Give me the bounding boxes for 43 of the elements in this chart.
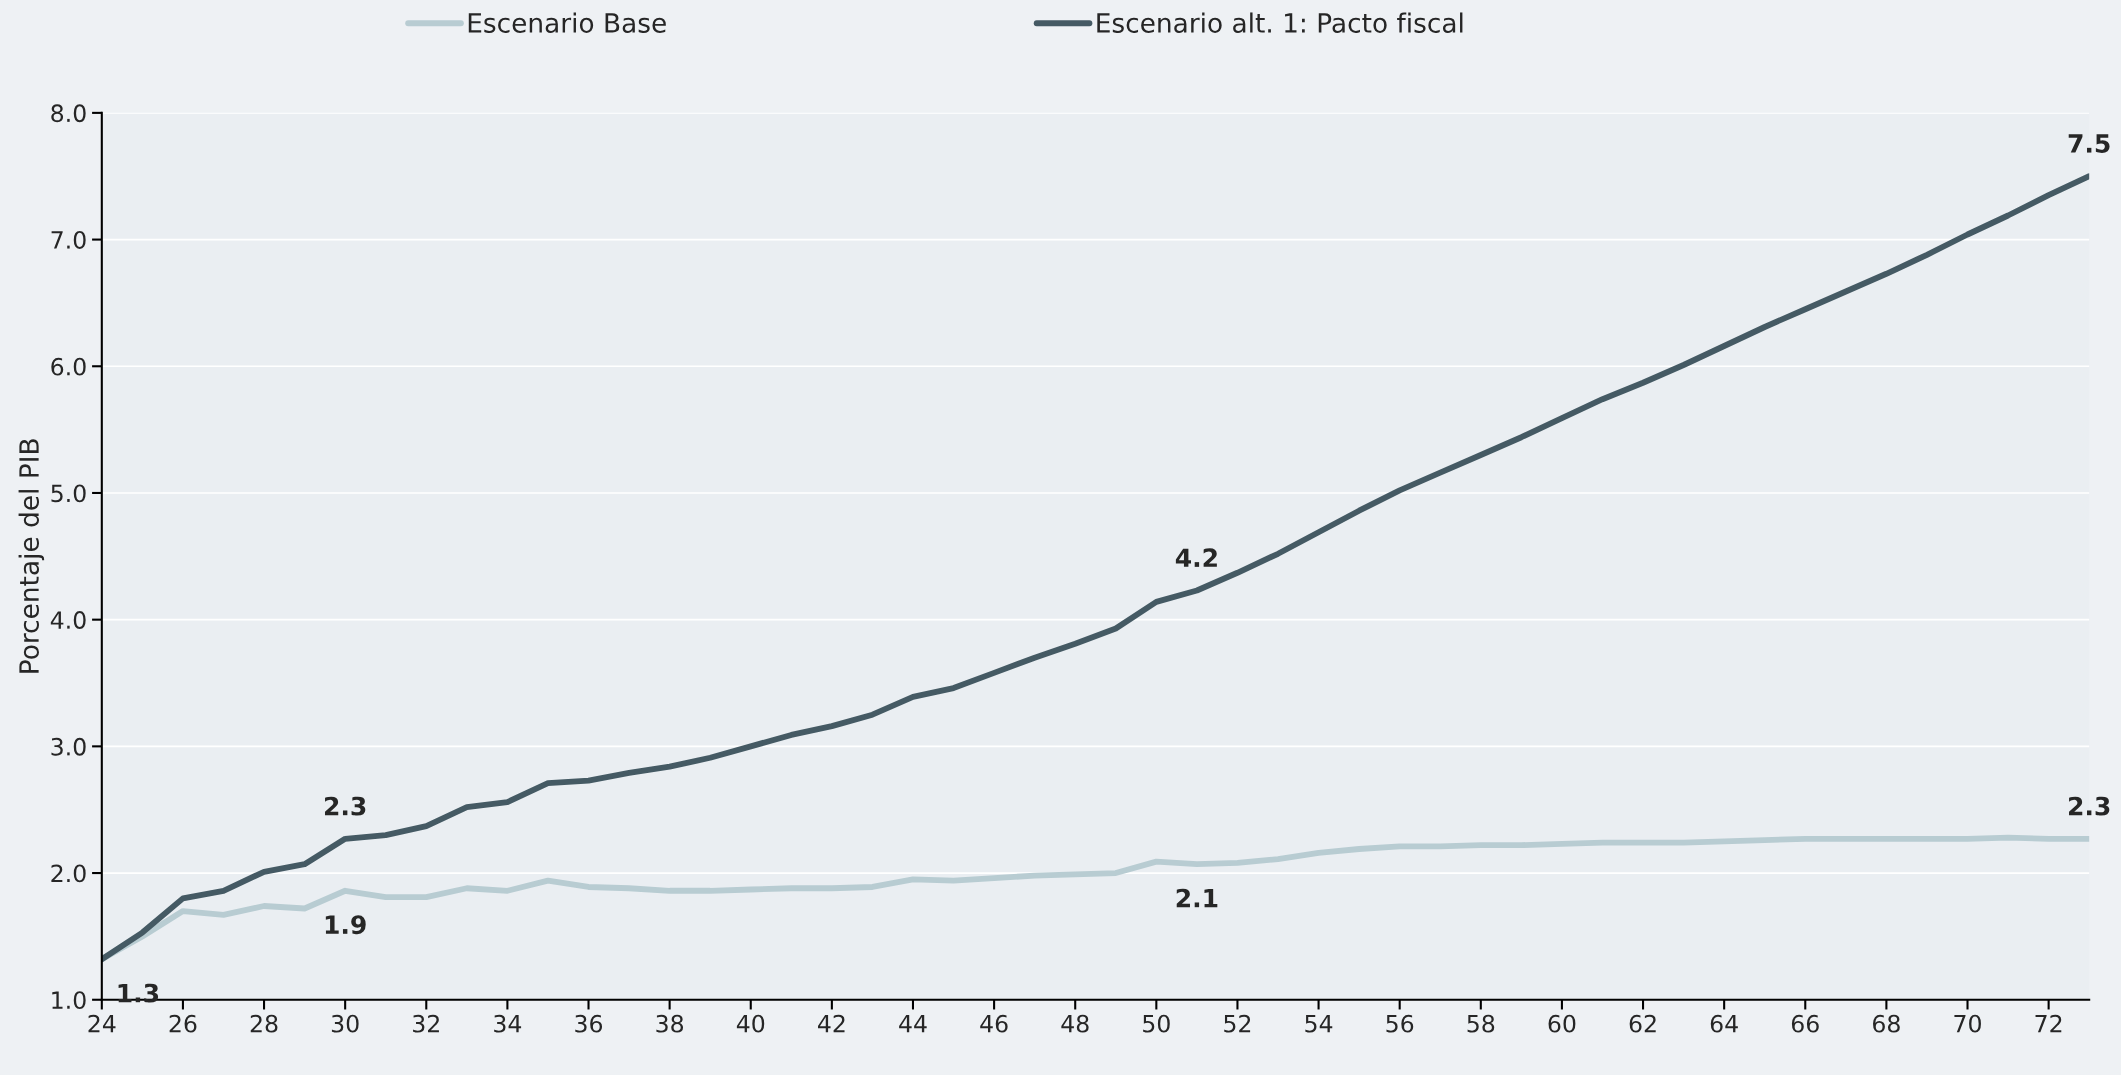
x-tick-label: 38 [656,1014,684,1033]
y-tick-label: 1.0 [52,991,86,1010]
annotation: 1.3 [118,983,159,1003]
x-tick-label: 30 [331,1014,359,1033]
x-tick-label: 70 [1954,1014,1981,1033]
legend-label: Escenario alt. 1: Pacto fiscal [1097,12,1463,33]
x-tick-label: 34 [494,1014,522,1033]
x-tick-label: 44 [899,1015,927,1033]
x-tick-label: 68 [1873,1014,1900,1033]
x-tick-label: 26 [169,1014,197,1033]
x-tick-label: 28 [250,1014,278,1033]
x-tick-label: 72 [2035,1014,2062,1033]
y-tick-label: 6.0 [51,357,86,376]
annotation: 7.5 [2068,134,2110,153]
x-tick-label: 46 [980,1014,1008,1033]
y-tick-label: 3.0 [51,737,86,756]
annotation: 2.3 [324,796,366,816]
y-tick-label: 4.0 [50,611,86,629]
x-tick-label: 36 [575,1014,603,1033]
x-tick-label: 40 [736,1014,765,1033]
x-tick-label: 48 [1061,1014,1089,1033]
y-tick-label: 2.0 [51,864,86,883]
y-tick-label: 7.0 [51,231,86,249]
x-tick-label: 42 [818,1014,845,1033]
annotation: 2.3 [2069,796,2110,816]
x-tick-label: 62 [1629,1014,1656,1033]
x-tick-label: 58 [1467,1014,1495,1033]
y-tick-label: 8.0 [51,104,86,123]
x-tick-label: 54 [1305,1015,1333,1033]
y-axis-title: Porcentaje del PIB [18,439,45,673]
x-tick-label: 50 [1143,1014,1170,1033]
y-tick-label: 5.0 [51,484,86,503]
x-tick-label: 32 [413,1014,439,1033]
x-tick-label: 56 [1386,1014,1414,1033]
x-tick-label: 60 [1548,1014,1576,1033]
legend-label: Escenario Base [468,12,666,33]
annotation: 4.2 [1175,548,1217,567]
x-tick-label: 64 [1710,1014,1738,1033]
x-tick-label: 66 [1791,1014,1819,1033]
annotation: 2.1 [1176,888,1218,908]
annotation: 1.9 [325,915,366,935]
x-tick-label: 24 [88,1014,116,1033]
x-tick-label: 52 [1224,1014,1251,1033]
